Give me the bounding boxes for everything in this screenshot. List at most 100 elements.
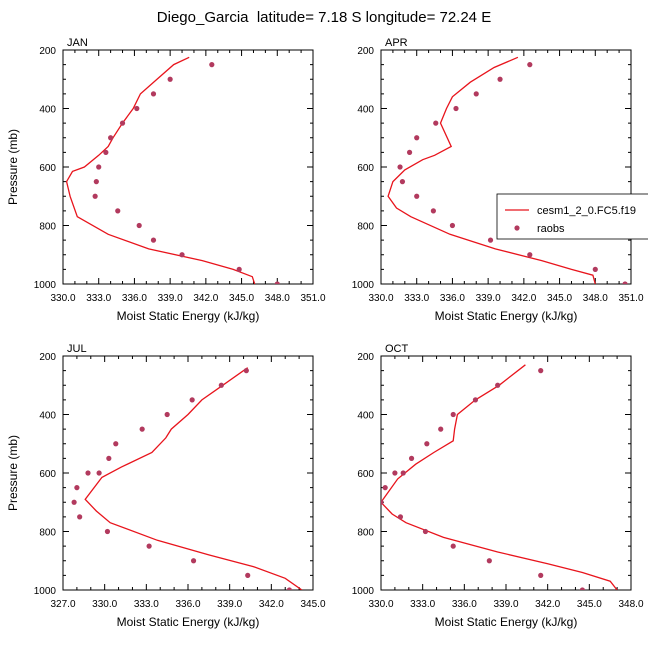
y-tick-label: 400 xyxy=(357,105,374,116)
obs-point xyxy=(167,76,173,82)
obs-point xyxy=(527,252,533,258)
x-tick-label: 336.0 xyxy=(440,293,465,304)
x-tick-label: 339.0 xyxy=(217,599,242,610)
y-tick-label: 400 xyxy=(357,411,374,422)
plot-area xyxy=(387,56,628,284)
y-tick-label: 1000 xyxy=(352,280,375,291)
x-tick-label: 342.0 xyxy=(259,599,284,610)
obs-point xyxy=(74,485,80,491)
y-tick-label: 1000 xyxy=(34,586,57,597)
obs-point xyxy=(497,76,503,82)
obs-point xyxy=(406,149,413,155)
obs-point xyxy=(150,91,157,97)
x-tick-label: 330.0 xyxy=(368,293,393,304)
x-tick-label: 342.0 xyxy=(511,293,536,304)
panel-jul: 327.0 330.0 333.0 336.0 339.0 342.0 345.0 200 40… xyxy=(6,343,326,629)
x-tick-label: 342.0 xyxy=(193,293,218,304)
plot-frame xyxy=(380,49,632,285)
obs-point xyxy=(77,514,83,520)
obs-point xyxy=(243,368,249,374)
x-tick-label: 351.0 xyxy=(618,293,643,304)
panel-apr: 330.0 333.0 336.0 339.0 342.0 345.0 348.0 351.0… xyxy=(352,37,644,323)
legend-box xyxy=(496,193,648,240)
y-tick-label: 1000 xyxy=(352,586,375,597)
obs-point xyxy=(139,426,145,432)
x-tick-label: 345.0 xyxy=(300,599,325,610)
panel-title: APR xyxy=(385,37,408,49)
model-line xyxy=(387,56,596,284)
obs-point xyxy=(106,455,112,461)
obs-point xyxy=(495,382,501,388)
x-axis-label: Moist Static Energy (kJ/kg) xyxy=(435,309,578,323)
y-tick-label: 1000 xyxy=(34,280,57,291)
obs-point xyxy=(209,62,215,68)
legend-obs-label: raobs xyxy=(537,223,565,235)
legend-model-label: cesm1_2_0.FC5.f19 xyxy=(537,205,636,217)
obs-point xyxy=(422,528,429,535)
y-tick-label: 600 xyxy=(39,469,56,480)
x-tick-label: 351.0 xyxy=(300,293,325,304)
y-tick-label: 400 xyxy=(39,105,56,116)
x-tick-label: 348.0 xyxy=(583,293,608,304)
x-tick-label: 336.0 xyxy=(452,599,477,610)
x-tick-label: 339.0 xyxy=(493,599,518,610)
obs-point xyxy=(218,382,224,388)
plot-area xyxy=(381,364,618,590)
obs-point xyxy=(179,252,185,258)
obs-point xyxy=(150,237,157,243)
obs-point xyxy=(449,222,456,229)
obs-point xyxy=(473,91,479,97)
obs-point xyxy=(527,62,533,68)
obs-point xyxy=(400,470,406,476)
obs-point xyxy=(71,499,77,505)
obs-point xyxy=(622,281,628,284)
y-tick-label: 800 xyxy=(39,528,56,539)
plot-area xyxy=(65,56,280,284)
obs-point xyxy=(397,514,404,520)
obs-point xyxy=(430,208,436,214)
y-tick-label: 600 xyxy=(357,469,374,480)
x-tick-label: 348.0 xyxy=(618,599,643,610)
x-axis-label: Moist Static Energy (kJ/kg) xyxy=(117,309,260,323)
obs-point xyxy=(190,558,197,564)
obs-point xyxy=(408,455,415,461)
x-tick-label: 348.0 xyxy=(265,293,290,304)
x-tick-label: 330.0 xyxy=(92,599,117,610)
obs-point xyxy=(538,368,544,374)
obs-point xyxy=(538,572,544,578)
plot-frame xyxy=(380,355,632,591)
y-tick-label: 400 xyxy=(39,411,56,422)
model-line xyxy=(65,56,256,284)
obs-point xyxy=(433,120,439,126)
obs-point xyxy=(236,266,242,272)
x-tick-label: 330.0 xyxy=(50,293,75,304)
x-tick-label: 333.0 xyxy=(410,599,435,610)
obs-point xyxy=(381,499,384,505)
obs-point xyxy=(146,543,152,549)
obs-point xyxy=(134,105,140,112)
obs-point xyxy=(189,397,195,403)
obs-point xyxy=(450,543,456,549)
x-axis-label: Moist Static Energy (kJ/kg) xyxy=(117,615,260,629)
obs-point xyxy=(108,135,114,141)
obs-point xyxy=(392,470,398,476)
x-tick-label: 345.0 xyxy=(229,293,254,304)
obs-point xyxy=(592,266,598,272)
obs-point xyxy=(397,164,403,170)
obs-point xyxy=(414,193,420,199)
y-tick-label: 200 xyxy=(39,46,56,57)
x-tick-label: 333.0 xyxy=(134,599,159,610)
panel-title: OCT xyxy=(385,343,409,355)
obs-point xyxy=(96,164,102,170)
obs-point xyxy=(115,208,121,214)
obs-point xyxy=(92,193,98,199)
obs-point xyxy=(487,237,494,243)
y-tick-label: 800 xyxy=(357,222,374,233)
obs-point xyxy=(486,558,492,564)
obs-point xyxy=(245,572,251,578)
obs-point xyxy=(399,179,406,185)
obs-point xyxy=(113,441,119,447)
y-tick-label: 800 xyxy=(39,222,56,233)
